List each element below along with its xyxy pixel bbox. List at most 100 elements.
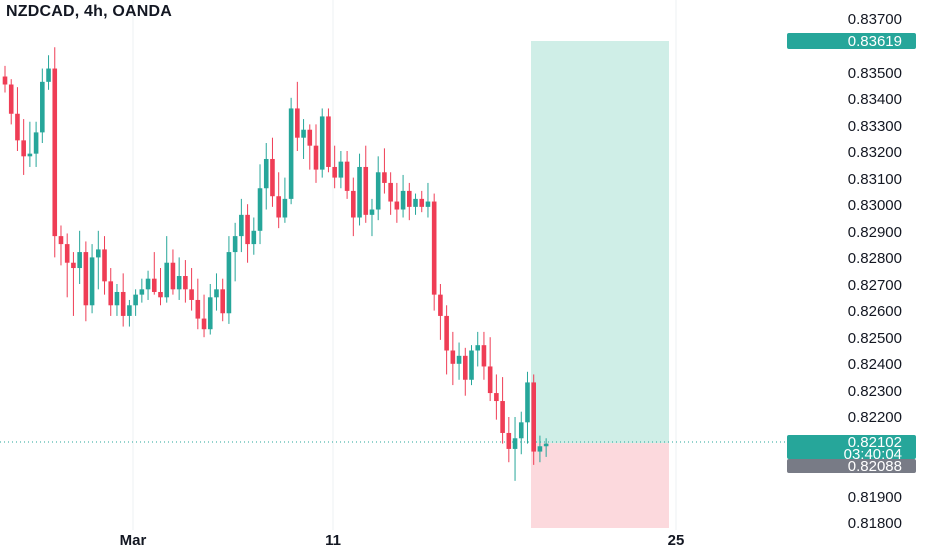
time-axis-label: 25 [668, 532, 685, 549]
candle-down [270, 158, 275, 197]
candle-up [176, 276, 182, 290]
candle-down [388, 182, 393, 202]
candle-down [431, 201, 437, 295]
candle-down [2, 76, 8, 85]
candle-up [357, 166, 362, 218]
candle-down [52, 68, 58, 237]
candle-down [531, 382, 536, 452]
countdown-label: 03:40:04 [844, 446, 902, 463]
candle-down [71, 262, 76, 269]
candle-up [263, 158, 269, 189]
price-tick-label: 0.82500 [848, 330, 902, 347]
candle-down [394, 201, 400, 210]
candle-down [58, 236, 64, 245]
candle-up [226, 252, 232, 314]
candle-up [207, 297, 213, 330]
profit-zone [531, 41, 669, 444]
candle-down [487, 366, 493, 394]
candle-up [33, 132, 39, 154]
candle-down [108, 281, 114, 306]
candle-up [319, 116, 325, 170]
candle-down [220, 289, 225, 314]
candle-down [506, 432, 512, 449]
price-tick-label: 0.83400 [848, 91, 902, 108]
candle-down [151, 278, 157, 292]
candle-down [8, 84, 14, 114]
candle-down [494, 393, 499, 402]
candle-down [500, 401, 505, 433]
candle-up [425, 201, 431, 207]
candle-up [214, 289, 219, 298]
price-tick-label: 0.83500 [848, 65, 902, 82]
candle-down [344, 161, 350, 191]
candle-down [276, 196, 281, 218]
candle-down [64, 244, 70, 263]
candle-down [195, 299, 201, 319]
candle-up [369, 209, 375, 215]
candle-down [170, 262, 176, 290]
candle-down [382, 172, 387, 183]
candle-down [481, 345, 487, 367]
candle-down [462, 355, 468, 380]
candle-down [245, 214, 250, 245]
chart-title: NZDCAD, 4h, OANDA [6, 3, 173, 20]
candle-down [438, 294, 443, 316]
candle-up [282, 198, 288, 218]
candle-down [332, 166, 337, 178]
price-tick-label: 0.82300 [848, 383, 902, 400]
candle-down [83, 252, 89, 306]
candle-up [145, 278, 151, 290]
candle-up [96, 249, 101, 258]
price-tick-label: 0.82800 [848, 250, 902, 267]
candle-up [251, 230, 257, 245]
candle-up [525, 382, 530, 423]
candle-up [40, 81, 45, 133]
stop-price-badge [787, 459, 916, 473]
candle-down [351, 190, 356, 218]
price-tick-label: 0.81900 [848, 489, 902, 506]
current-price-badge [787, 435, 916, 459]
candle-up [232, 236, 238, 253]
candle-up [543, 443, 549, 447]
current-price-label: 0.82102 [848, 434, 902, 451]
candle-up [139, 289, 145, 295]
candle-up [164, 262, 170, 298]
candle-down [295, 108, 300, 138]
candle-up [288, 108, 294, 199]
stop-price-label: 0.82088 [848, 458, 902, 475]
candle-down [326, 116, 331, 167]
price-tick-label: 0.83300 [848, 118, 902, 135]
candle-down [450, 350, 456, 364]
candle-down [201, 318, 207, 330]
candle-up [301, 129, 306, 138]
candle-up [257, 188, 263, 231]
price-tick-label: 0.83700 [848, 11, 902, 28]
candle-up [338, 161, 344, 178]
candle-up [413, 198, 418, 207]
target-price-label: 0.83619 [848, 33, 902, 50]
candle-up [89, 257, 95, 306]
candle-up [400, 190, 406, 210]
candle-down [307, 129, 313, 146]
candle-down [189, 289, 194, 300]
candle-down [407, 190, 412, 207]
candle-down [102, 249, 107, 282]
candle-up [77, 252, 82, 269]
target-price-badge [787, 33, 916, 49]
candle-up [114, 291, 120, 306]
loss-zone [531, 443, 669, 528]
candle-up [469, 350, 474, 380]
candle-up [518, 422, 524, 439]
candle-down [120, 291, 126, 316]
candle-down [419, 198, 425, 207]
candle-down [21, 140, 26, 157]
price-tick-label: 0.82200 [848, 409, 902, 426]
price-tick-label: 0.81800 [848, 515, 902, 532]
candle-down [15, 113, 20, 141]
candle-down [183, 276, 188, 290]
candle-down [444, 315, 449, 351]
price-tick-label: 0.83200 [848, 144, 902, 161]
candle-up [46, 68, 51, 82]
